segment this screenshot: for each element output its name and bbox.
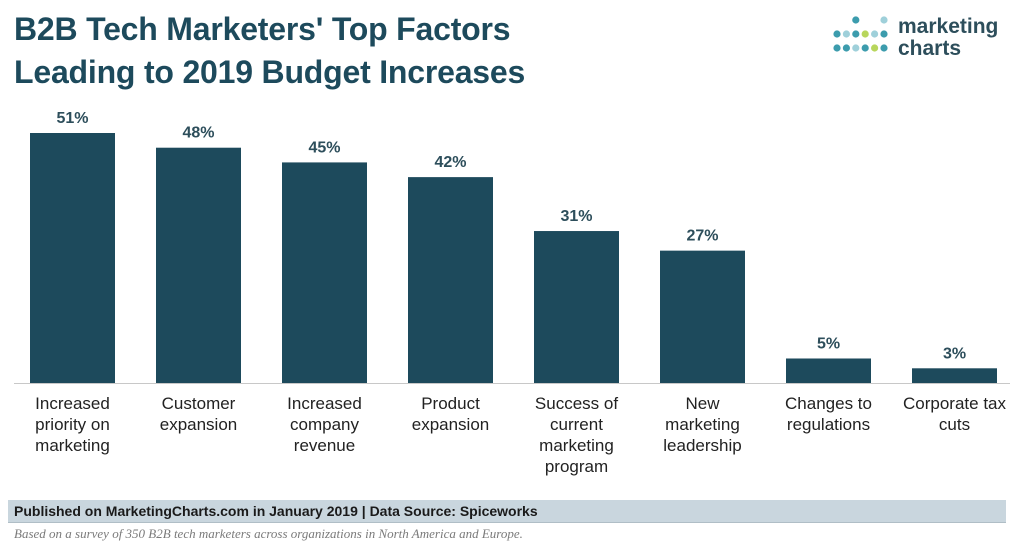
category-label-line: priority on: [35, 415, 110, 434]
bar: [786, 358, 871, 383]
bar: [408, 177, 493, 383]
bar-value-label: 27%: [686, 228, 718, 245]
category-label-line: Increased: [287, 394, 362, 413]
bar: [912, 368, 997, 383]
chart-title: B2B Tech Marketers' Top Factors Leading …: [14, 8, 525, 94]
category-label-line: Changes to: [785, 394, 872, 413]
dot-grid-logo-icon: [833, 16, 888, 52]
survey-note: Based on a survey of 350 B2B tech market…: [14, 526, 523, 541]
logo-dot: [861, 44, 869, 52]
logo-dot: [852, 16, 860, 24]
logo-text-line-1: marketing: [898, 15, 999, 38]
bar-value-label: 48%: [182, 125, 214, 142]
footer-band: [8, 500, 1006, 522]
logo-text-line-2: charts: [898, 37, 962, 60]
bar-value-label: 51%: [56, 110, 88, 127]
bar: [282, 162, 367, 383]
logo-dot: [880, 30, 888, 38]
category-label-line: Success of: [534, 394, 619, 413]
category-label: Success of current marketing program: [515, 393, 639, 477]
category-label-line: marketing: [539, 436, 614, 455]
source-credit: Published on MarketingCharts.com in Janu…: [14, 503, 538, 519]
logo-dot: [880, 44, 888, 52]
chart-title-line-1: B2B Tech Marketers' Top Factors: [14, 11, 511, 47]
logo-dot: [871, 30, 879, 38]
logo-dot: [842, 44, 850, 52]
bar: [660, 250, 745, 383]
category-label-line: marketing: [35, 436, 110, 455]
category-label-line: expansion: [411, 415, 490, 434]
logo-dot: [880, 16, 888, 24]
bar-value-label: 31%: [560, 208, 592, 225]
category-label: Changes to regulations: [767, 393, 891, 435]
category-label-line: Corporate tax: [903, 394, 1006, 413]
category-label-line: revenue: [293, 436, 356, 455]
category-label: Customer expansion: [137, 393, 261, 435]
logo-text: marketing charts: [898, 16, 998, 60]
category-label-line: current: [550, 415, 603, 434]
logo-dot: [833, 30, 841, 38]
logo-dot: [852, 44, 860, 52]
logo-dot: [852, 30, 860, 38]
bar-value-label: 3%: [943, 345, 966, 362]
category-label: Increased priority on marketing: [11, 393, 135, 456]
marketing-charts-logo: marketing charts: [832, 14, 1022, 64]
category-label-line: cuts: [938, 415, 971, 434]
category-label-line: program: [544, 457, 609, 476]
category-label: Increased company revenue: [263, 393, 387, 456]
bar: [156, 147, 241, 383]
category-label: Product expansion: [389, 393, 513, 435]
category-label: Corporate tax cuts: [893, 393, 1017, 435]
category-label-line: leadership: [663, 436, 742, 455]
category-label-line: Increased: [35, 394, 110, 413]
category-label-line: Customer: [161, 394, 236, 413]
category-label-line: expansion: [159, 415, 238, 434]
bar-value-label: 45%: [308, 139, 340, 156]
logo-dot: [842, 30, 850, 38]
footer-divider: [8, 522, 1006, 523]
logo-dot: [861, 30, 869, 38]
bar-value-label: 42%: [434, 154, 466, 171]
category-label: New marketing leadership: [641, 393, 765, 456]
logo-dot: [833, 44, 841, 52]
category-label-line: regulations: [786, 415, 871, 434]
logo-dot: [871, 44, 879, 52]
category-label-line: Product: [421, 394, 480, 413]
bar-value-label: 5%: [817, 335, 840, 352]
bar-chart-svg: 51% 48% 45% 42% 31% 27% 5% 3%: [14, 110, 1010, 384]
bar: [534, 231, 619, 383]
bar: [30, 133, 115, 383]
bar-chart: 51% 48% 45% 42% 31% 27% 5% 3% Increased priority…: [0, 96, 1024, 496]
category-label-line: New: [685, 394, 720, 413]
category-label-line: company: [290, 415, 359, 434]
chart-title-line-2: Leading to 2019 Budget Increases: [14, 54, 526, 90]
category-label-line: marketing: [665, 415, 740, 434]
